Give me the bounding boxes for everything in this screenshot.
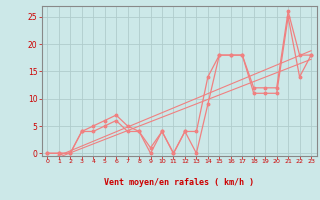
X-axis label: Vent moyen/en rafales ( km/h ): Vent moyen/en rafales ( km/h ) xyxy=(104,178,254,187)
